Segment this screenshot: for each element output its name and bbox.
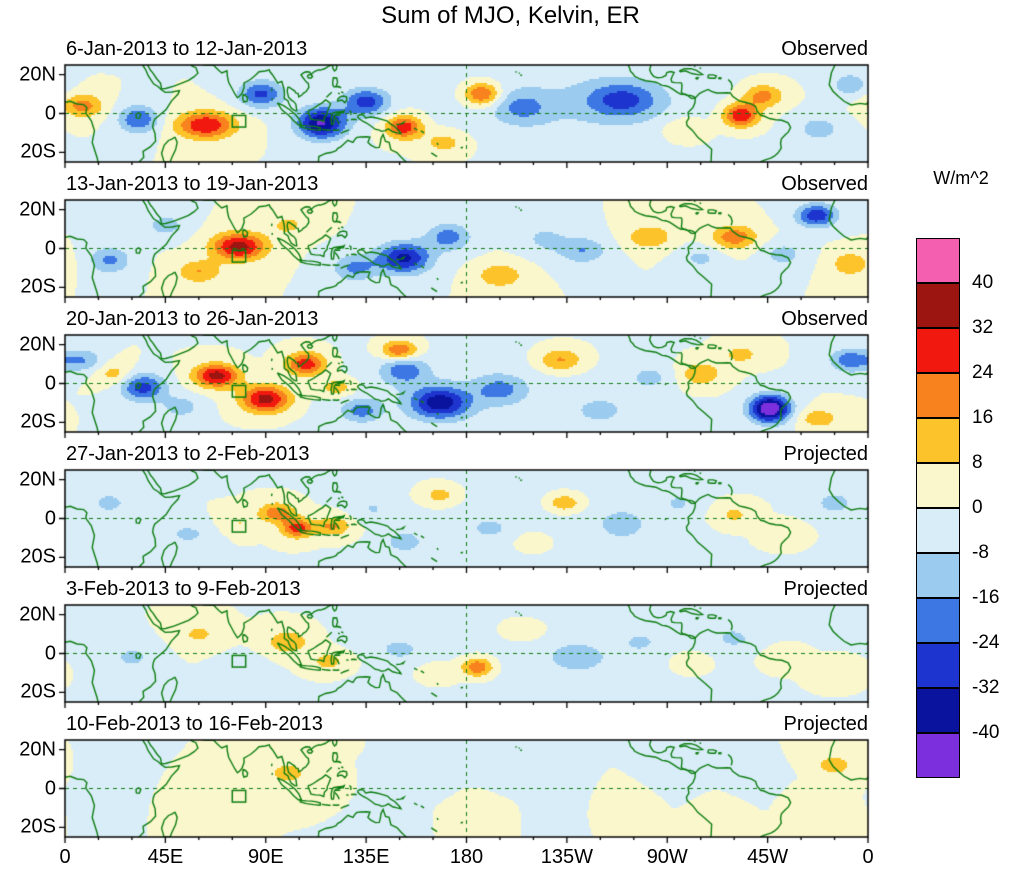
colorbar-cell (916, 463, 960, 508)
y-tick-label: 20N (19, 333, 56, 356)
y-tick-label: 20N (19, 63, 56, 86)
y-tick-label: 0 (44, 102, 56, 124)
colorbar-tick-label: 32 (972, 317, 994, 338)
colorbar-cell (916, 733, 960, 778)
colorbar-tick-label: -8 (972, 542, 989, 563)
colorbar-cell (916, 418, 960, 463)
y-tick-label: 20S (20, 545, 56, 568)
y-tick-label: 0 (44, 777, 56, 799)
y-tick-label: 0 (44, 507, 56, 529)
colorbar-cell (916, 328, 960, 373)
colorbar-tick-label: 24 (972, 362, 994, 383)
colorbar-cell (916, 598, 960, 643)
y-tick-label: 0 (44, 642, 56, 664)
x-tick-label: 135E (342, 846, 390, 868)
colorbar-tick-label: 8 (972, 452, 983, 473)
colorbar-tick-label: -24 (972, 632, 1000, 653)
y-tick-label: 20S (20, 275, 56, 298)
colorbar-tick-label: -16 (972, 587, 1000, 608)
colorbar-cell (916, 643, 960, 688)
panel-2-date-range: 13-Jan-2013 to 19-Jan-2013 (66, 173, 319, 195)
x-tick-label: 0 (862, 846, 874, 868)
x-tick-label: 135W (540, 846, 593, 868)
chart-title: Sum of MJO, Kelvin, ER (381, 2, 640, 29)
y-tick-label: 20S (20, 410, 56, 433)
panel-6-mode-label: Projected (783, 713, 869, 735)
colorbar-units-label: W/m^2 (933, 168, 989, 188)
x-tick-label: 0 (59, 846, 71, 868)
panel-5-mode-label: Projected (783, 578, 869, 600)
panel-6-date-range: 10-Feb-2013 to 16-Feb-2013 (66, 713, 323, 735)
colorbar-cell (916, 283, 960, 328)
colorbar-tick-label: 40 (972, 272, 994, 293)
y-tick-label: 0 (44, 237, 56, 259)
panel-1-date-range: 6-Jan-2013 to 12-Jan-2013 (66, 38, 308, 60)
y-tick-label: 20N (19, 603, 56, 626)
y-tick-label: 20N (19, 468, 56, 491)
colorbar-tick-label: 0 (972, 497, 983, 518)
x-tick-label: 180 (449, 846, 484, 868)
panel-3-date-range: 20-Jan-2013 to 26-Jan-2013 (66, 308, 319, 330)
colorbar-tick-label: -32 (972, 677, 1000, 698)
y-tick-label: 20S (20, 140, 56, 163)
y-tick-label: 20S (20, 680, 56, 703)
x-tick-label: 45E (147, 846, 184, 868)
panel-2-mode-label: Observed (781, 173, 868, 195)
colorbar-tick-label: -40 (972, 722, 1000, 743)
y-tick-label: 20N (19, 738, 56, 761)
colorbar-cell (916, 373, 960, 418)
colorbar-cell (916, 688, 960, 733)
panel-3-mode-label: Observed (781, 308, 868, 330)
panel-4-date-range: 27-Jan-2013 to 2-Feb-2013 (66, 443, 310, 465)
panel-4-mode-label: Projected (783, 443, 869, 465)
colorbar-cell (916, 238, 960, 283)
x-tick-label: 45W (747, 846, 789, 868)
colorbar-tick-label: 16 (972, 407, 994, 428)
y-tick-label: 20N (19, 198, 56, 221)
y-tick-label: 20S (20, 815, 56, 838)
x-tick-label: 90W (646, 846, 688, 868)
colorbar-cell (916, 553, 960, 598)
x-tick-label: 90E (247, 846, 284, 868)
panel-1-mode-label: Observed (781, 38, 868, 60)
y-tick-label: 0 (44, 372, 56, 394)
panel-5-date-range: 3-Feb-2013 to 9-Feb-2013 (66, 578, 301, 600)
colorbar-cell (916, 508, 960, 553)
